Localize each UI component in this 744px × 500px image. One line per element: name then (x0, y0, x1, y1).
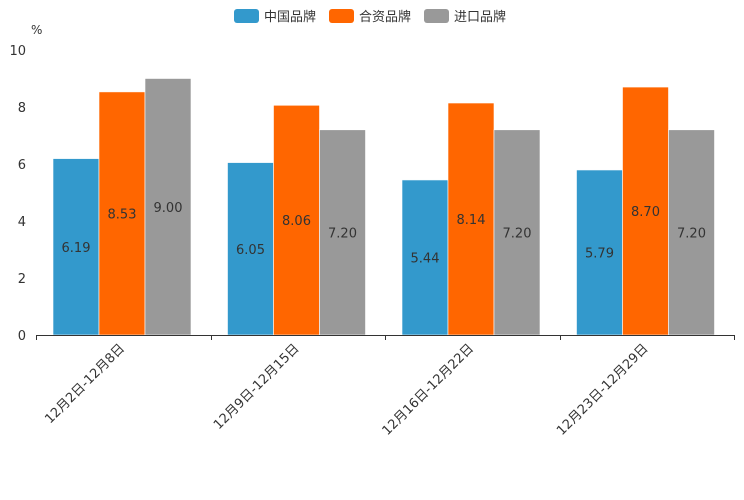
y-tick-label: 8 (18, 101, 26, 116)
bar-3-4 (668, 129, 715, 336)
y-axis: 0 2 4 6 8 10 (9, 44, 26, 344)
bar-value-label: 8.14 (457, 213, 486, 228)
bar-value-label: 7.20 (677, 226, 706, 241)
y-axis-unit-label: % (31, 23, 42, 37)
bar-value-label: 5.79 (585, 246, 614, 261)
x-axis: 12月2日-12月8日 12月9日-12月15日 12月16日-12月22日 12月2… (36, 335, 735, 439)
y-tick-label: 6 (18, 158, 26, 173)
bar-3-1 (144, 78, 192, 336)
legend: 中国品牌 合资品牌 进口品牌 (234, 9, 506, 25)
legend-label-2: 合资品牌 (359, 9, 411, 25)
legend-label-1: 中国品牌 (264, 9, 316, 25)
bar-2-3 (447, 102, 495, 336)
bar-2-1 (98, 91, 146, 336)
x-category-label: 12月9日-12月15日 (211, 341, 303, 433)
x-category-label: 12月16日-12月22日 (380, 341, 477, 438)
legend-swatch-2 (329, 9, 354, 23)
y-tick-label: 4 (18, 215, 26, 230)
legend-swatch-3 (424, 9, 449, 23)
bar-1-4 (576, 169, 623, 336)
bar-value-label: 7.20 (503, 226, 532, 241)
legend-label-3: 进口品牌 (454, 9, 506, 25)
bar-value-label: 6.19 (62, 241, 91, 256)
bar-1-2 (227, 162, 274, 336)
bar-value-label: 8.53 (108, 207, 137, 222)
bar-value-label: 6.05 (236, 243, 265, 258)
y-tick-label: 0 (18, 329, 26, 344)
bar-value-label: 7.20 (328, 226, 357, 241)
y-tick-label: 2 (18, 272, 26, 287)
y-tick-label: 10 (9, 44, 26, 59)
legend-swatch-1 (234, 9, 259, 23)
bar-value-label: 8.06 (282, 214, 311, 229)
bar-1-1 (52, 158, 100, 336)
bar-value-label: 8.70 (631, 205, 660, 220)
x-category-label: 12月23日-12月29日 (554, 341, 651, 438)
x-category-label: 12月2日-12月8日 (42, 341, 128, 427)
bar-2-2 (273, 104, 320, 336)
bar-series-group: 6.19 8.53 9.00 6.05 8.06 7.20 5.44 8.14 7.20 5.79… (52, 78, 715, 336)
bar-value-label: 5.44 (411, 251, 440, 266)
bar-3-2 (319, 129, 366, 336)
bar-value-label: 9.00 (154, 201, 183, 216)
